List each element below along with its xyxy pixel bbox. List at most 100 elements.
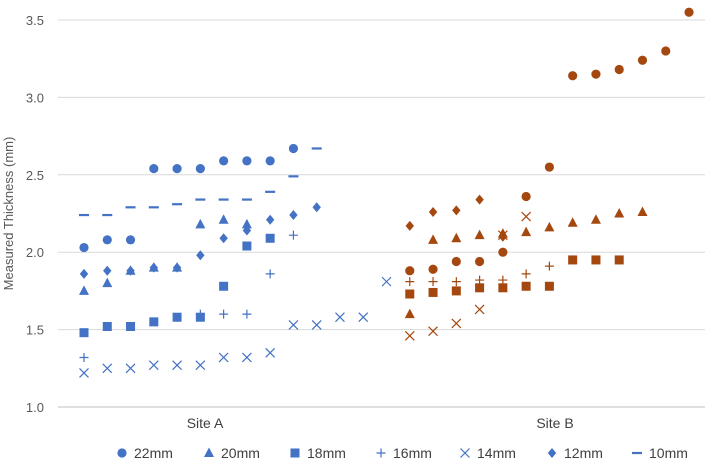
- data-point-14mm: [404, 330, 415, 341]
- data-point-18mm: [102, 322, 112, 332]
- legend-item: 22mm: [117, 445, 173, 461]
- data-point-10mm: [172, 203, 183, 206]
- y-tick-label: 2.5: [26, 168, 44, 183]
- data-point-14mm: [148, 360, 159, 371]
- data-point-14mm: [381, 276, 392, 287]
- x-axis-categories: Site A Site B: [187, 415, 574, 431]
- legend-item: 12mm: [547, 445, 603, 461]
- data-point-10mm: [148, 206, 159, 209]
- data-point-18mm: [498, 283, 508, 293]
- legend-marker: [632, 451, 642, 455]
- data-point-12mm: [452, 205, 461, 216]
- data-point-10mm: [218, 198, 229, 201]
- data-point-16mm: [498, 275, 508, 285]
- y-axis-title: Measured Thickness (mm): [1, 137, 16, 291]
- y-tick-label: 2.0: [26, 245, 44, 260]
- legend-label: 22mm: [134, 445, 173, 461]
- data-point-12mm: [475, 194, 484, 205]
- legend-item: 14mm: [460, 445, 516, 461]
- gridlines: [58, 19, 705, 408]
- data-point-22mm: [568, 71, 578, 81]
- data-point-18mm: [544, 281, 554, 291]
- data-point-16mm: [428, 277, 438, 287]
- data-point-14mm: [288, 320, 299, 330]
- y-axis-ticks: 1.0 1.5 2.0 2.5 3.0 3.5: [26, 13, 44, 415]
- data-point-10mm: [195, 198, 206, 201]
- data-point-18mm: [265, 233, 275, 243]
- data-point-18mm: [149, 317, 159, 327]
- y-tick-label: 3.0: [26, 90, 44, 105]
- data-point-18mm: [242, 241, 252, 251]
- data-point-14mm: [102, 363, 113, 374]
- data-point-22mm: [125, 235, 136, 245]
- legend-item: 18mm: [290, 445, 346, 461]
- data-point-16mm: [475, 275, 485, 285]
- data-point-14mm: [474, 304, 485, 315]
- data-point-16mm: [195, 309, 205, 319]
- data-point-12mm: [196, 250, 205, 261]
- data-point-12mm: [405, 220, 414, 231]
- legend-marker: [204, 447, 214, 457]
- legend-marker: [376, 448, 386, 458]
- data-point-10mm: [241, 198, 252, 201]
- legend: 22mm 20mm 18mm 16mm 14mm 12mm 10mm: [117, 445, 688, 461]
- data-point-20mm: [218, 214, 229, 224]
- legend-item: 16mm: [376, 445, 432, 461]
- data-point-20mm: [474, 229, 485, 240]
- data-point-18mm: [475, 283, 485, 293]
- data-point-22mm: [79, 242, 89, 253]
- y-tick-label: 1.5: [26, 323, 44, 338]
- data-point-12mm: [149, 262, 159, 273]
- legend-label: 12mm: [564, 445, 603, 461]
- y-tick-label: 3.5: [26, 13, 44, 28]
- data-point-16mm: [242, 309, 252, 319]
- data-point-18mm: [568, 255, 578, 265]
- data-point-18mm: [405, 289, 415, 299]
- data-point-12mm: [126, 265, 135, 276]
- data-point-14mm: [311, 320, 322, 330]
- legend-item: 20mm: [204, 445, 260, 461]
- data-point-22mm: [684, 7, 694, 17]
- data-point-18mm: [521, 281, 531, 291]
- y-tick-label: 1.0: [26, 400, 44, 415]
- data-points: [79, 7, 694, 378]
- data-point-20mm: [567, 217, 578, 227]
- data-point-12mm: [219, 233, 228, 244]
- data-point-14mm: [451, 318, 462, 329]
- data-point-20mm: [544, 221, 555, 232]
- legend-label: 16mm: [393, 445, 432, 461]
- data-point-20mm: [637, 206, 648, 216]
- data-point-12mm: [265, 214, 275, 225]
- data-point-14mm: [218, 352, 229, 363]
- data-point-16mm: [544, 261, 554, 271]
- data-point-20mm: [590, 214, 601, 224]
- data-point-14mm: [428, 326, 438, 337]
- data-point-16mm: [521, 269, 531, 279]
- data-point-16mm: [288, 230, 298, 240]
- data-point-14mm: [265, 347, 276, 358]
- data-point-10mm: [102, 213, 113, 217]
- legend-label: 14mm: [477, 445, 516, 461]
- category-label: Site B: [536, 415, 573, 431]
- data-point-20mm: [521, 226, 532, 237]
- category-label: Site A: [187, 415, 224, 431]
- data-point-12mm: [242, 225, 252, 236]
- legend-marker: [290, 448, 300, 458]
- data-point-18mm: [614, 255, 624, 265]
- data-point-22mm: [428, 264, 438, 274]
- data-point-22mm: [172, 164, 182, 174]
- data-point-12mm: [312, 202, 321, 213]
- data-point-22mm: [242, 156, 252, 166]
- data-point-14mm: [521, 211, 532, 222]
- data-point-12mm: [428, 206, 438, 217]
- data-point-20mm: [195, 218, 206, 229]
- data-point-22mm: [637, 55, 648, 65]
- data-point-12mm: [172, 262, 182, 273]
- data-point-16mm: [265, 269, 275, 279]
- data-point-18mm: [591, 255, 601, 265]
- data-point-14mm: [125, 363, 136, 374]
- data-point-18mm: [451, 286, 461, 296]
- data-point-12mm: [79, 268, 89, 279]
- data-point-14mm: [172, 360, 183, 371]
